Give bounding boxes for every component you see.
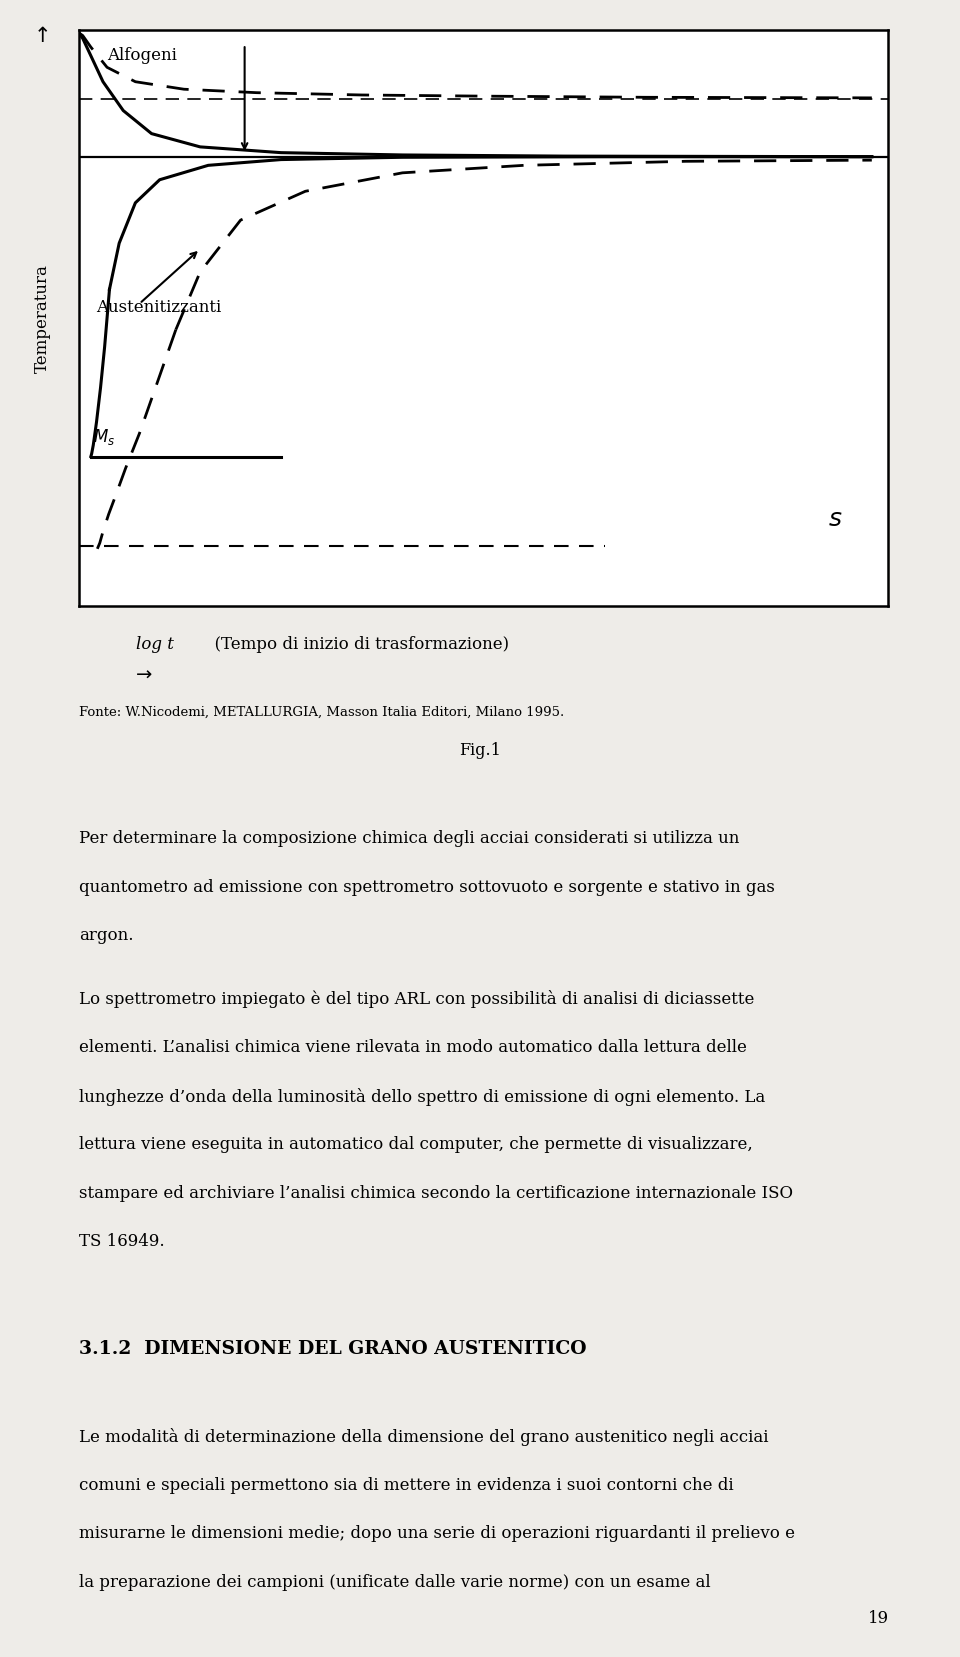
Text: Fonte: W.Nicodemi, METALLURGIA, Masson Italia Editori, Milano 1995.: Fonte: W.Nicodemi, METALLURGIA, Masson I… xyxy=(79,706,564,719)
Text: argon.: argon. xyxy=(79,928,133,944)
Text: comuni e speciali permettono sia di mettere in evidenza i suoi contorni che di: comuni e speciali permettono sia di mett… xyxy=(79,1476,733,1493)
Text: Lo spettrometro impiegato è del tipo ARL con possibilità di analisi di diciasset: Lo spettrometro impiegato è del tipo ARL… xyxy=(79,991,755,1009)
Text: stampare ed archiviare l’analisi chimica secondo la certificazione internazional: stampare ed archiviare l’analisi chimica… xyxy=(79,1185,793,1201)
Text: 3.1.2  DIMENSIONE DEL GRANO AUSTENITICO: 3.1.2 DIMENSIONE DEL GRANO AUSTENITICO xyxy=(79,1341,587,1359)
Text: TS 16949.: TS 16949. xyxy=(79,1233,164,1251)
Text: ↑: ↑ xyxy=(34,27,51,46)
Text: Per determinare la composizione chimica degli acciai considerati si utilizza un: Per determinare la composizione chimica … xyxy=(79,830,739,847)
Text: 19: 19 xyxy=(868,1611,889,1627)
Text: $\mathit{s}$: $\mathit{s}$ xyxy=(828,509,843,532)
Text: log t: log t xyxy=(136,636,174,653)
Text: misurarne le dimensioni medie; dopo una serie di operazioni riguardanti il preli: misurarne le dimensioni medie; dopo una … xyxy=(79,1524,795,1543)
Text: lunghezze d’onda della luminosità dello spettro di emissione di ogni elemento. L: lunghezze d’onda della luminosità dello … xyxy=(79,1087,765,1105)
Text: Alfogeni: Alfogeni xyxy=(108,48,177,65)
Text: quantometro ad emissione con spettrometro sottovuoto e sorgente e stativo in gas: quantometro ad emissione con spettrometr… xyxy=(79,878,775,895)
Text: Temperatura: Temperatura xyxy=(34,263,51,373)
Text: Fig.1: Fig.1 xyxy=(459,742,501,759)
Text: $M_s$: $M_s$ xyxy=(93,428,115,447)
Text: Austenitizzanti: Austenitizzanti xyxy=(97,300,222,316)
Text: →: → xyxy=(136,666,153,684)
Text: lettura viene eseguita in automatico dal computer, che permette di visualizzare,: lettura viene eseguita in automatico dal… xyxy=(79,1137,753,1153)
Text: (Tempo di inizio di trasformazione): (Tempo di inizio di trasformazione) xyxy=(204,636,509,653)
Text: elementi. L’analisi chimica viene rilevata in modo automatico dalla lettura dell: elementi. L’analisi chimica viene rileva… xyxy=(79,1039,747,1056)
Text: la preparazione dei campioni (unificate dalle varie norme) con un esame al: la preparazione dei campioni (unificate … xyxy=(79,1574,710,1591)
Text: Le modalità di determinazione della dimensione del grano austenitico negli accia: Le modalità di determinazione della dime… xyxy=(79,1428,768,1447)
